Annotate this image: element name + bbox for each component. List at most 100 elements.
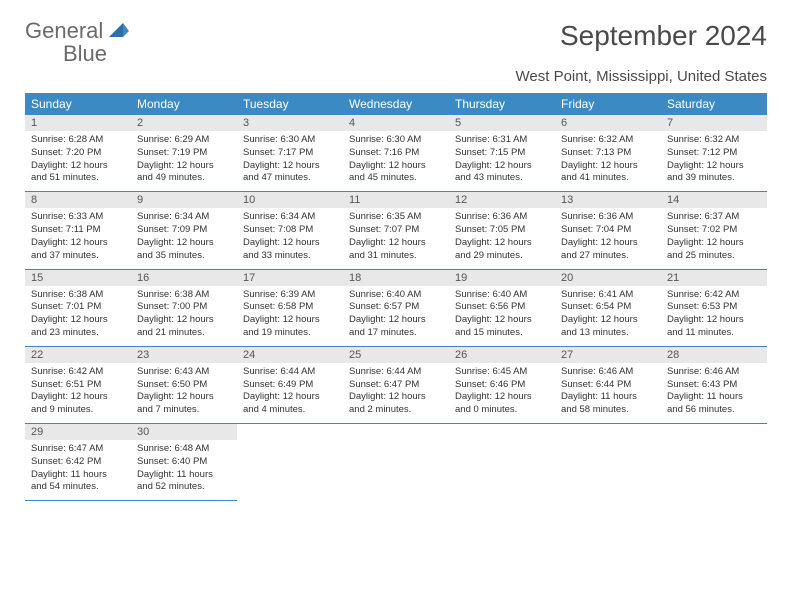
day-number: 3 <box>237 115 343 131</box>
calendar-cell: 7Sunrise: 6:32 AMSunset: 7:12 PMDaylight… <box>661 115 767 192</box>
day-number: 5 <box>449 115 555 131</box>
day-body: Sunrise: 6:40 AMSunset: 6:57 PMDaylight:… <box>343 286 449 346</box>
day-number: 24 <box>237 347 343 363</box>
calendar-cell: 28Sunrise: 6:46 AMSunset: 6:43 PMDayligh… <box>661 346 767 423</box>
day-body: Sunrise: 6:31 AMSunset: 7:15 PMDaylight:… <box>449 131 555 191</box>
logo-word2: Blue <box>63 41 107 66</box>
calendar-cell: 10Sunrise: 6:34 AMSunset: 7:08 PMDayligh… <box>237 192 343 269</box>
day-number: 9 <box>131 192 237 208</box>
day-number: 6 <box>555 115 661 131</box>
calendar-cell: 13Sunrise: 6:36 AMSunset: 7:04 PMDayligh… <box>555 192 661 269</box>
day-body: Sunrise: 6:36 AMSunset: 7:04 PMDaylight:… <box>555 208 661 268</box>
calendar-cell <box>555 424 661 501</box>
weekday-header: Wednesday <box>343 93 449 115</box>
calendar-cell: 1Sunrise: 6:28 AMSunset: 7:20 PMDaylight… <box>25 115 131 192</box>
day-body: Sunrise: 6:32 AMSunset: 7:12 PMDaylight:… <box>661 131 767 191</box>
calendar-cell: 17Sunrise: 6:39 AMSunset: 6:58 PMDayligh… <box>237 269 343 346</box>
day-body: Sunrise: 6:38 AMSunset: 7:01 PMDaylight:… <box>25 286 131 346</box>
day-number: 27 <box>555 347 661 363</box>
day-number: 23 <box>131 347 237 363</box>
calendar-cell <box>237 424 343 501</box>
calendar-cell: 16Sunrise: 6:38 AMSunset: 7:00 PMDayligh… <box>131 269 237 346</box>
weekday-header: Sunday <box>25 93 131 115</box>
day-number: 19 <box>449 270 555 286</box>
calendar-cell: 22Sunrise: 6:42 AMSunset: 6:51 PMDayligh… <box>25 346 131 423</box>
calendar-cell <box>661 424 767 501</box>
day-body: Sunrise: 6:41 AMSunset: 6:54 PMDaylight:… <box>555 286 661 346</box>
day-number: 11 <box>343 192 449 208</box>
day-body: Sunrise: 6:48 AMSunset: 6:40 PMDaylight:… <box>131 440 237 500</box>
day-number: 25 <box>343 347 449 363</box>
calendar-cell <box>449 424 555 501</box>
calendar-cell: 15Sunrise: 6:38 AMSunset: 7:01 PMDayligh… <box>25 269 131 346</box>
weekday-header: Friday <box>555 93 661 115</box>
day-number: 4 <box>343 115 449 131</box>
day-body: Sunrise: 6:39 AMSunset: 6:58 PMDaylight:… <box>237 286 343 346</box>
day-number: 14 <box>661 192 767 208</box>
calendar-cell <box>343 424 449 501</box>
calendar-cell: 6Sunrise: 6:32 AMSunset: 7:13 PMDaylight… <box>555 115 661 192</box>
logo-word1: General <box>25 18 103 43</box>
location-subtitle: West Point, Mississippi, United States <box>25 68 767 85</box>
day-body: Sunrise: 6:35 AMSunset: 7:07 PMDaylight:… <box>343 208 449 268</box>
calendar-cell: 29Sunrise: 6:47 AMSunset: 6:42 PMDayligh… <box>25 424 131 501</box>
day-number: 30 <box>131 424 237 440</box>
day-body: Sunrise: 6:43 AMSunset: 6:50 PMDaylight:… <box>131 363 237 423</box>
weekday-header: Saturday <box>661 93 767 115</box>
calendar-cell: 19Sunrise: 6:40 AMSunset: 6:56 PMDayligh… <box>449 269 555 346</box>
calendar-cell: 3Sunrise: 6:30 AMSunset: 7:17 PMDaylight… <box>237 115 343 192</box>
calendar-cell: 18Sunrise: 6:40 AMSunset: 6:57 PMDayligh… <box>343 269 449 346</box>
day-body: Sunrise: 6:29 AMSunset: 7:19 PMDaylight:… <box>131 131 237 191</box>
day-body: Sunrise: 6:46 AMSunset: 6:44 PMDaylight:… <box>555 363 661 423</box>
day-number: 1 <box>25 115 131 131</box>
calendar-cell: 27Sunrise: 6:46 AMSunset: 6:44 PMDayligh… <box>555 346 661 423</box>
weekday-header: Tuesday <box>237 93 343 115</box>
calendar-cell: 5Sunrise: 6:31 AMSunset: 7:15 PMDaylight… <box>449 115 555 192</box>
calendar-cell: 20Sunrise: 6:41 AMSunset: 6:54 PMDayligh… <box>555 269 661 346</box>
calendar-cell: 24Sunrise: 6:44 AMSunset: 6:49 PMDayligh… <box>237 346 343 423</box>
calendar-week-row: 22Sunrise: 6:42 AMSunset: 6:51 PMDayligh… <box>25 346 767 423</box>
day-body: Sunrise: 6:34 AMSunset: 7:09 PMDaylight:… <box>131 208 237 268</box>
calendar-table: Sunday Monday Tuesday Wednesday Thursday… <box>25 93 767 501</box>
calendar-cell: 30Sunrise: 6:48 AMSunset: 6:40 PMDayligh… <box>131 424 237 501</box>
calendar-cell: 23Sunrise: 6:43 AMSunset: 6:50 PMDayligh… <box>131 346 237 423</box>
day-body: Sunrise: 6:28 AMSunset: 7:20 PMDaylight:… <box>25 131 131 191</box>
day-number: 12 <box>449 192 555 208</box>
day-number: 17 <box>237 270 343 286</box>
day-number: 16 <box>131 270 237 286</box>
day-number: 22 <box>25 347 131 363</box>
weekday-header: Thursday <box>449 93 555 115</box>
day-number: 7 <box>661 115 767 131</box>
day-body: Sunrise: 6:36 AMSunset: 7:05 PMDaylight:… <box>449 208 555 268</box>
page-title: September 2024 <box>560 20 767 52</box>
calendar-cell: 21Sunrise: 6:42 AMSunset: 6:53 PMDayligh… <box>661 269 767 346</box>
day-body: Sunrise: 6:44 AMSunset: 6:47 PMDaylight:… <box>343 363 449 423</box>
day-body: Sunrise: 6:34 AMSunset: 7:08 PMDaylight:… <box>237 208 343 268</box>
day-body: Sunrise: 6:42 AMSunset: 6:51 PMDaylight:… <box>25 363 131 423</box>
calendar-cell: 8Sunrise: 6:33 AMSunset: 7:11 PMDaylight… <box>25 192 131 269</box>
day-body: Sunrise: 6:38 AMSunset: 7:00 PMDaylight:… <box>131 286 237 346</box>
day-body: Sunrise: 6:42 AMSunset: 6:53 PMDaylight:… <box>661 286 767 346</box>
day-number: 20 <box>555 270 661 286</box>
calendar-cell: 26Sunrise: 6:45 AMSunset: 6:46 PMDayligh… <box>449 346 555 423</box>
calendar-cell: 11Sunrise: 6:35 AMSunset: 7:07 PMDayligh… <box>343 192 449 269</box>
calendar-week-row: 8Sunrise: 6:33 AMSunset: 7:11 PMDaylight… <box>25 192 767 269</box>
calendar-cell: 12Sunrise: 6:36 AMSunset: 7:05 PMDayligh… <box>449 192 555 269</box>
calendar-cell: 4Sunrise: 6:30 AMSunset: 7:16 PMDaylight… <box>343 115 449 192</box>
day-number: 29 <box>25 424 131 440</box>
day-body: Sunrise: 6:45 AMSunset: 6:46 PMDaylight:… <box>449 363 555 423</box>
day-body: Sunrise: 6:30 AMSunset: 7:17 PMDaylight:… <box>237 131 343 191</box>
day-number: 21 <box>661 270 767 286</box>
day-body: Sunrise: 6:30 AMSunset: 7:16 PMDaylight:… <box>343 131 449 191</box>
calendar-cell: 2Sunrise: 6:29 AMSunset: 7:19 PMDaylight… <box>131 115 237 192</box>
day-number: 15 <box>25 270 131 286</box>
day-number: 8 <box>25 192 131 208</box>
logo: General Blue <box>25 20 129 66</box>
day-body: Sunrise: 6:40 AMSunset: 6:56 PMDaylight:… <box>449 286 555 346</box>
day-body: Sunrise: 6:37 AMSunset: 7:02 PMDaylight:… <box>661 208 767 268</box>
calendar-cell: 25Sunrise: 6:44 AMSunset: 6:47 PMDayligh… <box>343 346 449 423</box>
calendar-week-row: 29Sunrise: 6:47 AMSunset: 6:42 PMDayligh… <box>25 424 767 501</box>
day-body: Sunrise: 6:47 AMSunset: 6:42 PMDaylight:… <box>25 440 131 500</box>
calendar-week-row: 15Sunrise: 6:38 AMSunset: 7:01 PMDayligh… <box>25 269 767 346</box>
day-number: 18 <box>343 270 449 286</box>
